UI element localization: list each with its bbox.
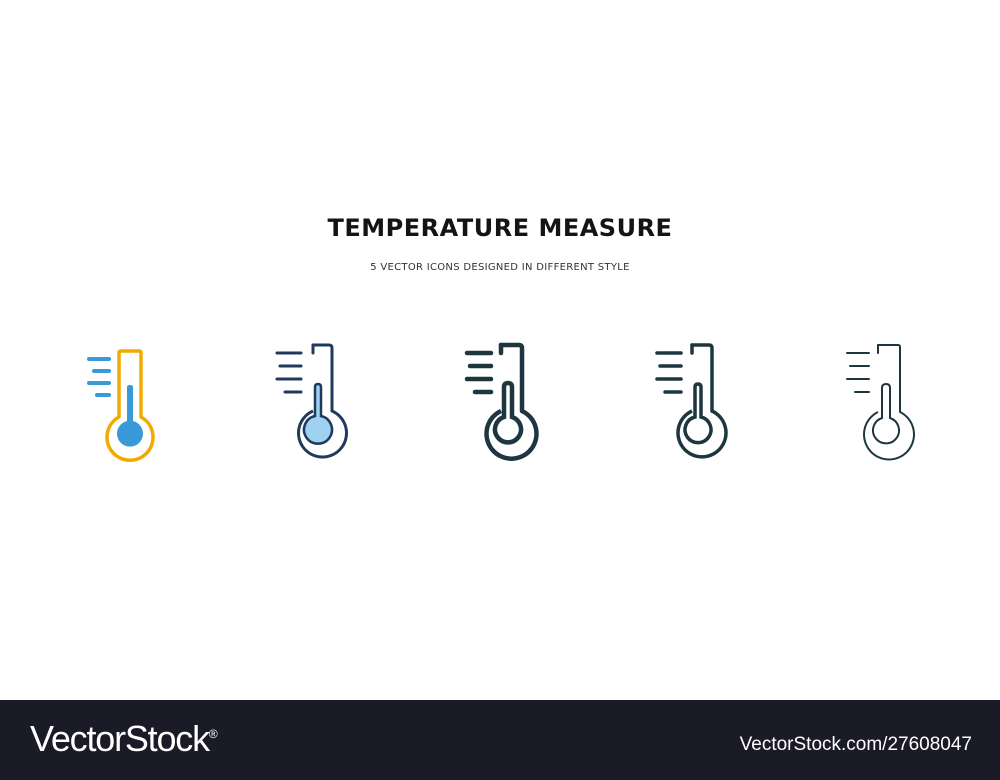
thermometer-icon bbox=[655, 343, 728, 459]
page-title: TEMPERATURE MEASURE bbox=[327, 214, 673, 242]
stock-id-text: VectorStock.com/27608047 bbox=[739, 734, 972, 755]
thermometer-icon-colored bbox=[65, 335, 195, 465]
thermometer-icon-filled-outline bbox=[255, 335, 385, 465]
thermometer-icon bbox=[464, 342, 539, 461]
page-subtitle: 5 VECTOR ICONS DESIGNED IN DIFFERENT STY… bbox=[370, 262, 630, 273]
thermometer-icon bbox=[275, 343, 348, 459]
thermometer-icon-thin bbox=[825, 335, 955, 465]
thermometer-icon-line bbox=[635, 335, 765, 465]
vectorstock-logo: VectorStock® bbox=[30, 718, 218, 759]
thermometer-icon-bold bbox=[445, 335, 575, 465]
thermometer-icon bbox=[87, 349, 155, 462]
thermometer-icon bbox=[846, 344, 915, 461]
footer-banner: VectorStock® VectorStock.com/27608047 bbox=[0, 700, 1000, 780]
